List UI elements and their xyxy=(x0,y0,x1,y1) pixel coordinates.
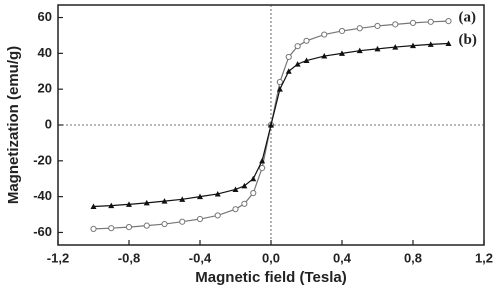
marker xyxy=(276,86,283,92)
series-label: (a) xyxy=(459,10,477,26)
y-tick-label: 40 xyxy=(38,45,52,60)
marker xyxy=(161,220,168,228)
marker xyxy=(392,44,399,50)
marker xyxy=(356,47,363,54)
marker xyxy=(241,182,248,189)
marker xyxy=(392,21,399,28)
marker xyxy=(259,164,266,172)
x-tick-label: -1,2 xyxy=(47,250,69,265)
marker xyxy=(259,157,266,164)
x-tick-label: 0,4 xyxy=(333,250,352,265)
marker xyxy=(410,42,416,49)
marker xyxy=(321,31,328,38)
marker xyxy=(445,40,452,47)
marker xyxy=(374,22,381,30)
marker xyxy=(338,27,346,35)
marker xyxy=(241,200,248,207)
marker xyxy=(250,175,257,182)
marker xyxy=(90,225,97,232)
marker xyxy=(232,186,239,192)
marker xyxy=(90,203,97,209)
marker xyxy=(268,122,274,128)
marker xyxy=(143,222,150,229)
marker xyxy=(214,190,221,197)
x-tick-label: -0,8 xyxy=(118,250,140,265)
marker xyxy=(427,18,434,25)
marker xyxy=(250,189,257,197)
marker xyxy=(214,212,221,219)
marker xyxy=(276,78,283,86)
y-tick-label: 0 xyxy=(45,116,52,131)
marker xyxy=(374,45,381,52)
y-tick-label: 60 xyxy=(38,9,52,24)
marker xyxy=(161,198,168,204)
marker xyxy=(125,223,133,231)
marker xyxy=(108,225,115,232)
marker xyxy=(427,41,434,47)
marker xyxy=(303,57,310,64)
x-tick-label: 0,8 xyxy=(404,250,422,265)
marker xyxy=(196,215,204,223)
marker xyxy=(356,25,363,32)
marker xyxy=(409,19,417,27)
marker xyxy=(126,201,132,207)
x-tick-label: 1,2 xyxy=(475,250,493,265)
marker xyxy=(303,37,310,44)
marker xyxy=(232,206,239,213)
marker xyxy=(143,199,150,206)
y-tick-label: -60 xyxy=(33,224,52,239)
series-label: (b) xyxy=(459,32,477,48)
marker xyxy=(294,43,301,50)
marker xyxy=(445,18,452,25)
y-axis-title: Magnetization (emu/g) xyxy=(5,46,22,204)
x-tick-label: -0,4 xyxy=(189,250,212,265)
marker xyxy=(179,196,186,202)
x-tick-label: 0,0 xyxy=(262,250,280,265)
marker xyxy=(294,61,301,67)
marker xyxy=(197,193,203,200)
marker xyxy=(321,53,328,59)
marker xyxy=(285,68,292,74)
marker xyxy=(179,218,186,225)
y-tick-label: 20 xyxy=(38,81,52,96)
x-axis-title: Magnetic field (Tesla) xyxy=(195,269,346,286)
y-tick-label: -40 xyxy=(33,188,52,203)
marker xyxy=(108,202,115,209)
marker xyxy=(285,53,292,61)
marker xyxy=(339,50,345,56)
y-tick-label: -20 xyxy=(33,152,52,167)
